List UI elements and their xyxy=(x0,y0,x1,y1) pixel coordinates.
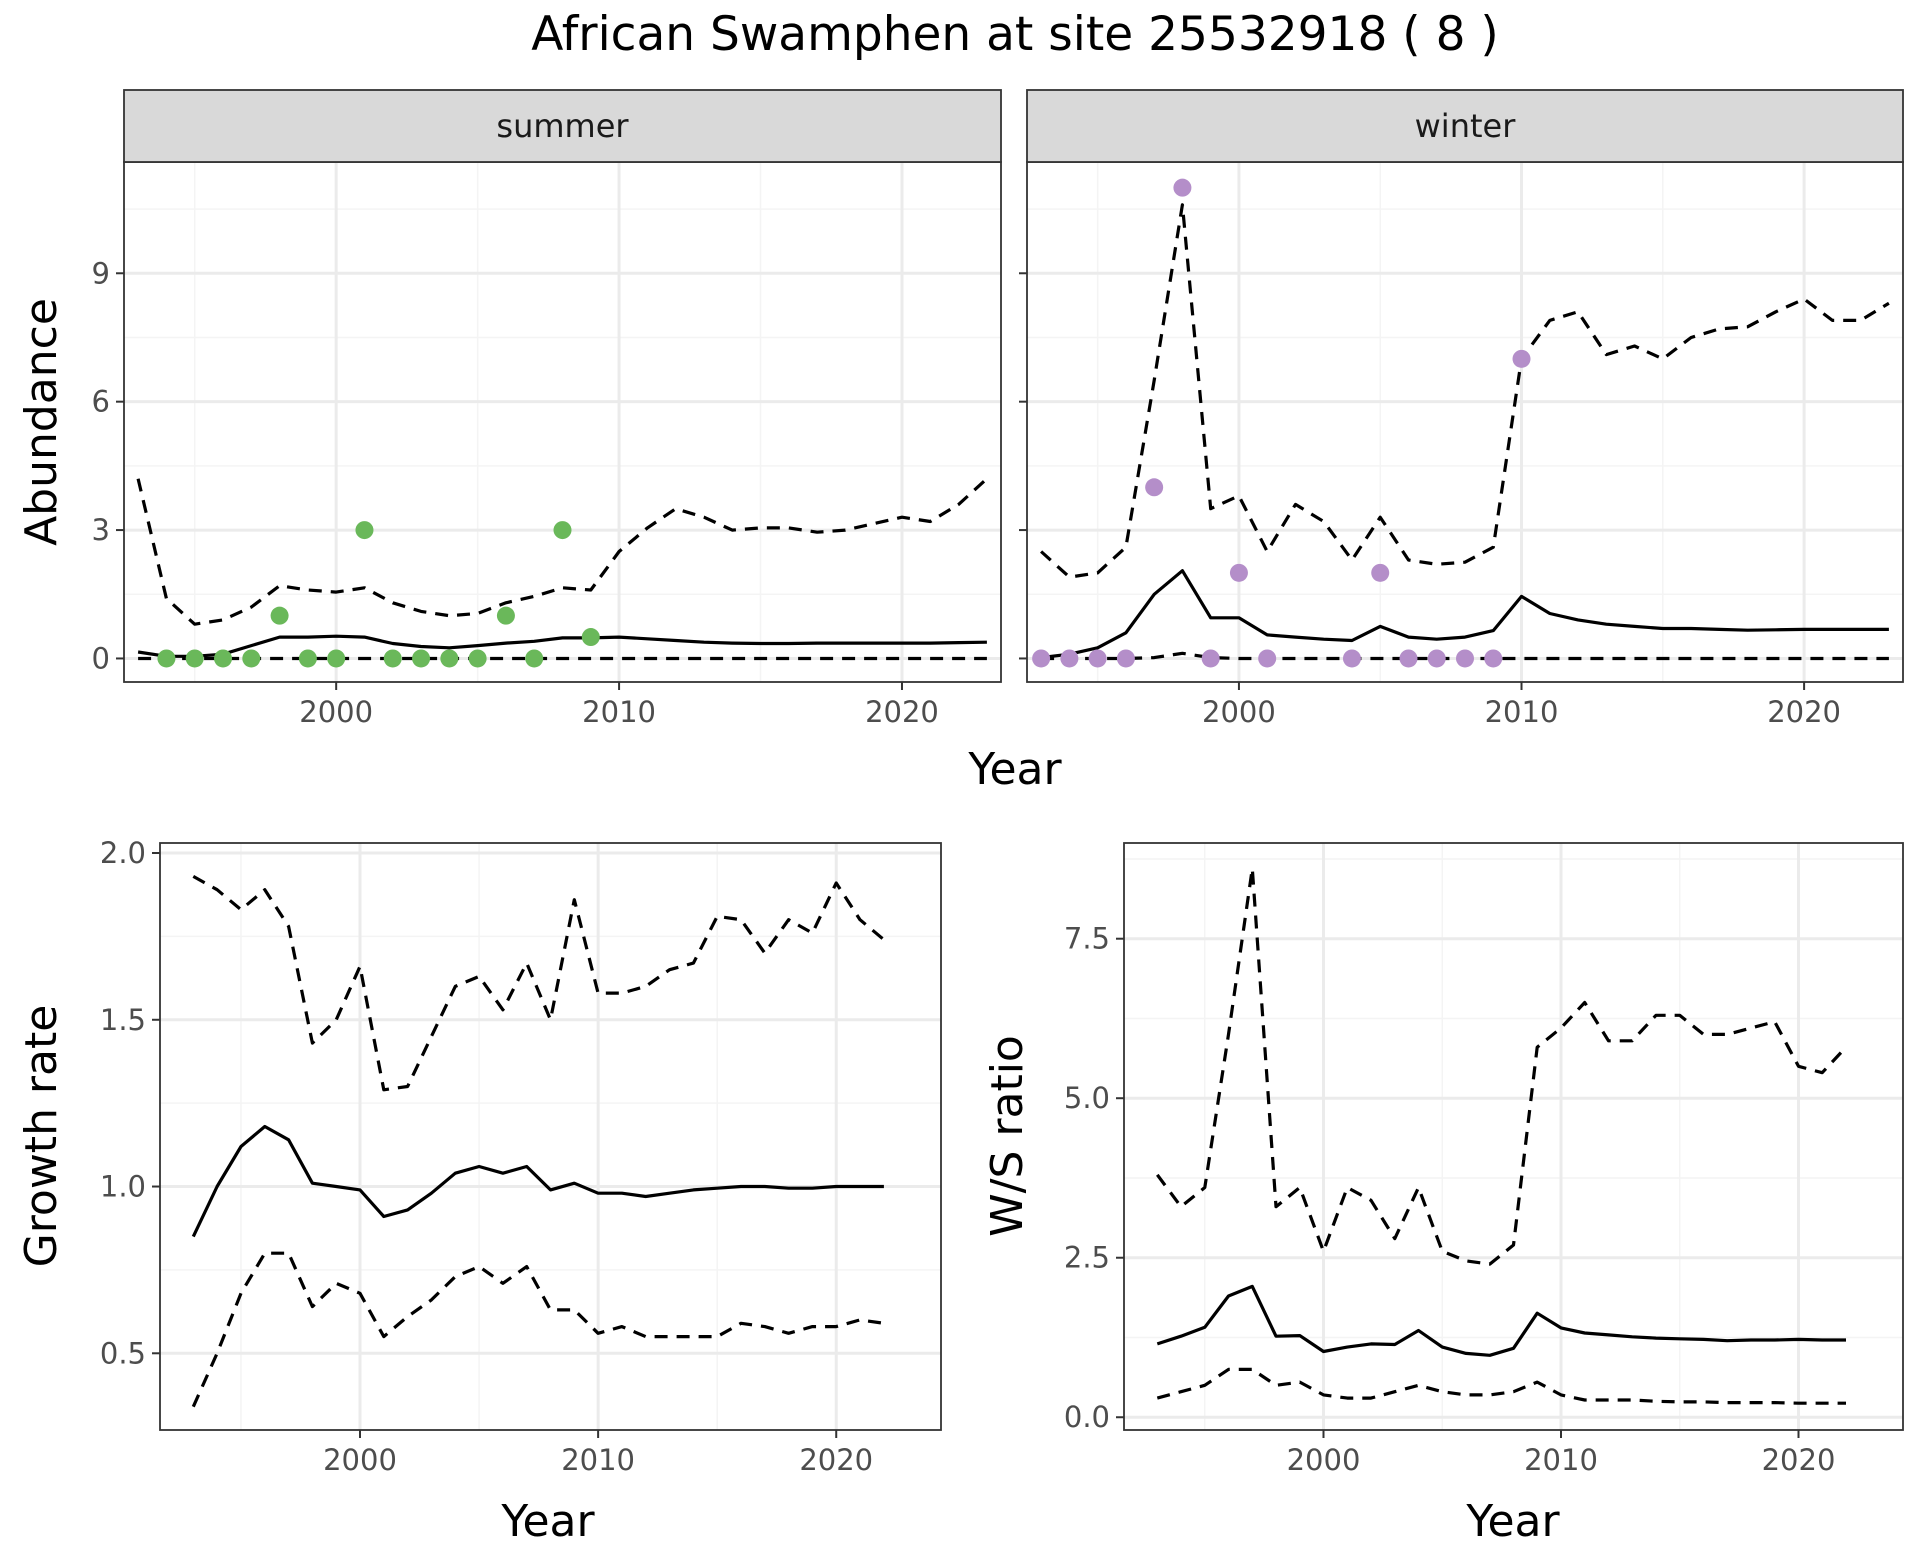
observation-point xyxy=(270,606,289,625)
observation-point xyxy=(412,649,431,668)
observation-point xyxy=(1484,649,1503,668)
confidence-bound-line xyxy=(136,477,988,626)
x-tick-label: 2020 xyxy=(865,695,939,729)
x-axis-title: Year xyxy=(500,1496,595,1547)
x-tick-label: 2000 xyxy=(299,695,373,729)
x-tick-label: 2000 xyxy=(1287,1443,1361,1477)
observation-point xyxy=(1060,649,1079,668)
facet-strip xyxy=(123,89,1002,163)
observation-point xyxy=(468,649,487,668)
summer-abundance-panel: summer 2000 2010 2020 0 3 6 9 xyxy=(92,89,1002,729)
observation-point xyxy=(157,649,176,668)
observation-point xyxy=(1032,649,1051,668)
observation-point xyxy=(327,649,346,668)
y-tick-label: 0 xyxy=(92,641,110,675)
facet-strip-label: summer xyxy=(496,107,629,145)
facet-strip-label: winter xyxy=(1415,107,1517,145)
top-y-axis-title: Abundance xyxy=(16,298,67,546)
y-tick-label: 9 xyxy=(92,256,110,290)
x-tick-label: 2010 xyxy=(1524,1443,1598,1477)
top-x-axis-title: Year xyxy=(967,744,1062,795)
y-tick-label: 2.0 xyxy=(100,836,146,870)
observation-point xyxy=(496,606,515,625)
confidence-bound-line xyxy=(192,875,885,1092)
y-tick-label: 6 xyxy=(92,385,110,419)
observation-point xyxy=(525,649,544,668)
x-tick-label: 2010 xyxy=(582,695,656,729)
x-tick-label: 2020 xyxy=(1767,695,1841,729)
observation-point xyxy=(1116,649,1135,668)
x-tick-label: 2020 xyxy=(799,1443,873,1477)
x-tick-label: 2000 xyxy=(323,1443,397,1477)
panel-background xyxy=(1124,843,1903,1430)
y-tick-label: 1.0 xyxy=(100,1170,146,1204)
x-tick-label: 2000 xyxy=(1202,695,1276,729)
x-tick-label: 2010 xyxy=(561,1443,635,1477)
observation-point xyxy=(185,649,204,668)
observation-point xyxy=(553,521,572,540)
panel-background xyxy=(124,162,1001,682)
panel-background xyxy=(1027,162,1903,682)
y-tick-label: 1.5 xyxy=(100,1003,146,1037)
observation-point xyxy=(1342,649,1361,668)
y-tick-label: 0.5 xyxy=(100,1336,146,1370)
y-tick-label: 7.5 xyxy=(1064,922,1110,956)
trend-line xyxy=(1156,1284,1846,1357)
observation-point xyxy=(1229,563,1248,582)
observation-point xyxy=(1371,563,1390,582)
observation-point xyxy=(1427,649,1446,668)
ws-ratio-panel: 2000 2010 2020 0.0 2.5 5.0 7.5 Year W/S ratio xyxy=(982,842,1904,1547)
y-tick-label: 3 xyxy=(92,513,110,547)
trend-line xyxy=(191,1124,884,1238)
x-tick-label: 2010 xyxy=(1485,695,1559,729)
confidence-bound-line xyxy=(1040,203,1890,579)
panel-background xyxy=(160,843,941,1430)
observation-point xyxy=(1145,478,1164,497)
confidence-bound-line xyxy=(191,1251,885,1408)
x-axis-title: Year xyxy=(1465,1496,1560,1547)
observation-point xyxy=(581,628,600,647)
y-axis-title: W/S ratio xyxy=(982,1035,1033,1237)
observation-point xyxy=(214,649,233,668)
trend-line xyxy=(1040,569,1889,660)
observation-point xyxy=(1399,649,1418,668)
winter-abundance-panel: winter 2000 2010 2020 xyxy=(1019,89,1904,729)
observation-point xyxy=(242,649,261,668)
observation-point xyxy=(355,521,374,540)
observation-point xyxy=(1173,178,1192,197)
observation-point xyxy=(1512,349,1531,368)
observation-point xyxy=(1258,649,1277,668)
observation-point xyxy=(298,649,317,668)
x-tick-label: 2020 xyxy=(1762,1443,1836,1477)
y-tick-label: 2.5 xyxy=(1064,1241,1110,1275)
observation-point xyxy=(1201,649,1220,668)
y-axis-title: Growth rate xyxy=(16,1005,67,1268)
facet-strip xyxy=(1026,89,1904,163)
observation-point xyxy=(440,649,459,668)
observation-point xyxy=(1088,649,1107,668)
y-tick-label: 5.0 xyxy=(1064,1081,1110,1115)
confidence-bound-line xyxy=(1156,1367,1846,1405)
observation-point xyxy=(383,649,402,668)
trend-line xyxy=(137,634,987,658)
observation-point xyxy=(1456,649,1474,668)
chart-title: African Swamphen at site 25532918 ( 8 ) xyxy=(531,7,1499,62)
panel-border xyxy=(159,842,942,1431)
panel-border xyxy=(1123,842,1904,1431)
y-tick-label: 0.0 xyxy=(1064,1400,1110,1434)
growth-rate-panel: 2000 2010 2020 0.5 1.0 1.5 2.0 Year Growth rate xyxy=(16,836,942,1547)
